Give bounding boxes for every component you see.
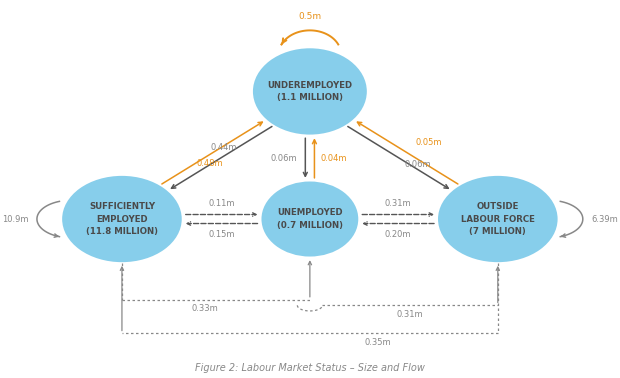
Text: 0.05m: 0.05m	[415, 138, 442, 147]
Text: 0.06m: 0.06m	[404, 160, 431, 169]
Text: 0.15m: 0.15m	[208, 230, 235, 239]
Text: 6.39m: 6.39m	[591, 215, 618, 223]
Text: 0.5m: 0.5m	[298, 12, 321, 21]
Ellipse shape	[253, 48, 367, 135]
Text: 0.04m: 0.04m	[320, 153, 347, 163]
Ellipse shape	[62, 176, 182, 262]
Text: UNDEREMPLOYED
(1.1 MILLION): UNDEREMPLOYED (1.1 MILLION)	[267, 81, 352, 102]
Text: 0.44m: 0.44m	[211, 143, 237, 152]
Text: 0.35m: 0.35m	[365, 338, 391, 347]
Text: SUFFICIENTLY
EMPLOYED
(11.8 MILLION): SUFFICIENTLY EMPLOYED (11.8 MILLION)	[86, 202, 158, 235]
Text: 0.48m: 0.48m	[197, 160, 223, 168]
Text: 0.11m: 0.11m	[208, 199, 235, 208]
Text: 0.33m: 0.33m	[191, 304, 218, 313]
Text: 0.20m: 0.20m	[385, 230, 412, 239]
Text: UNEMPLOYED
(0.7 MILLION): UNEMPLOYED (0.7 MILLION)	[277, 208, 343, 229]
Ellipse shape	[262, 181, 358, 257]
Text: 10.9m: 10.9m	[2, 215, 29, 223]
Text: Figure 2: Labour Market Status – Size and Flow: Figure 2: Labour Market Status – Size an…	[195, 363, 425, 373]
Text: 0.31m: 0.31m	[396, 310, 423, 319]
Text: OUTSIDE
LABOUR FORCE
(7 MILLION): OUTSIDE LABOUR FORCE (7 MILLION)	[461, 202, 534, 235]
Text: 0.06m: 0.06m	[271, 153, 298, 163]
Text: 0.31m: 0.31m	[385, 199, 412, 208]
Ellipse shape	[438, 176, 557, 262]
